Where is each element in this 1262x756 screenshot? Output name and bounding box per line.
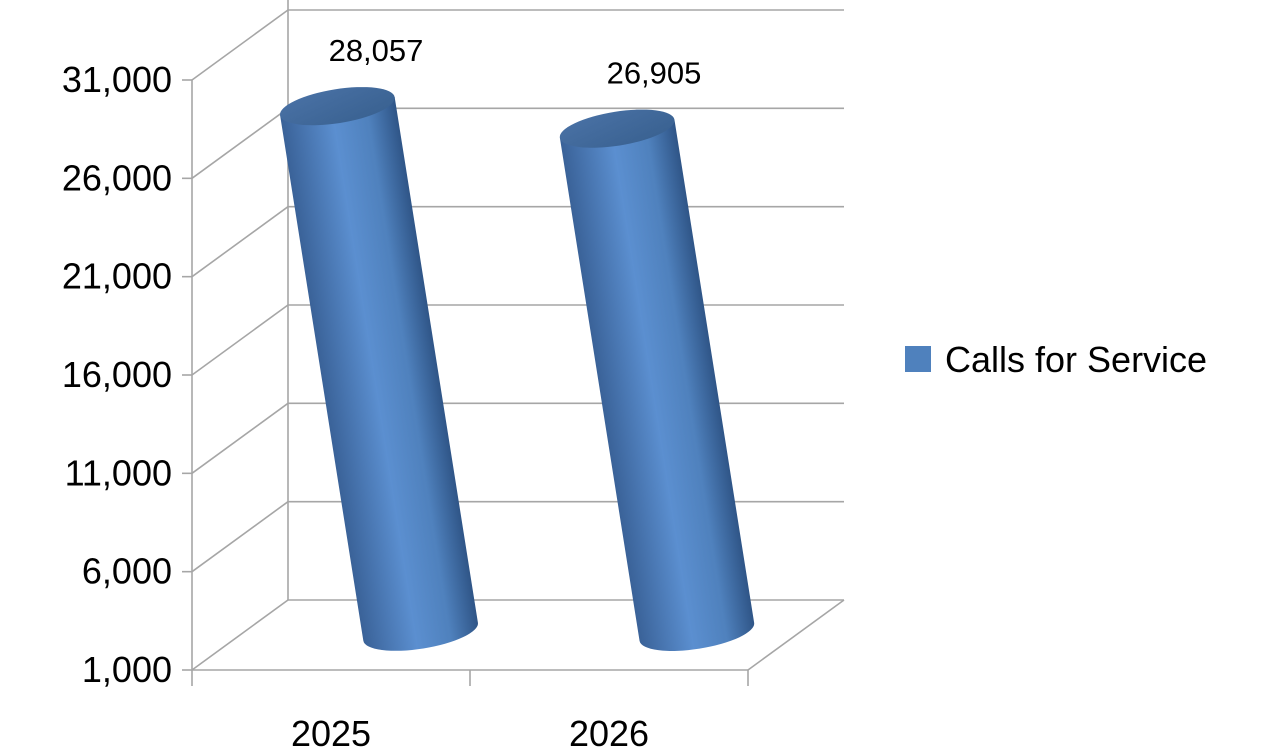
data-labels: 28,057 26,905 xyxy=(329,33,702,91)
side-gridline xyxy=(191,501,289,573)
x-axis: 2025 2026 xyxy=(191,670,749,754)
side-gridline xyxy=(191,402,289,474)
y-axis: 1,000 6,000 11,000 16,000 21,000 26,000 31,000 xyxy=(62,59,192,690)
data-label: 26,905 xyxy=(607,56,702,91)
side-gridline xyxy=(191,107,289,179)
x-tick-label: 2026 xyxy=(569,713,649,754)
bar-body xyxy=(559,119,755,651)
x-tick-label: 2025 xyxy=(291,713,371,754)
legend-swatch xyxy=(905,346,931,372)
y-tick-label: 11,000 xyxy=(65,452,172,493)
y-tick-label: 1,000 xyxy=(82,649,172,690)
side-gridline xyxy=(191,304,289,376)
data-label: 28,057 xyxy=(329,33,424,68)
bar-top xyxy=(559,109,675,148)
y-tick-label: 21,000 xyxy=(62,256,172,297)
y-tick-label: 31,000 xyxy=(62,59,172,100)
y-tick-label: 26,000 xyxy=(62,157,172,198)
bars xyxy=(280,87,755,651)
side-gridline xyxy=(191,206,289,278)
bar-top xyxy=(280,87,395,126)
legend-label: Calls for Service xyxy=(945,339,1207,380)
side-gridline xyxy=(191,9,289,81)
axes xyxy=(191,0,845,671)
legend: Calls for Service xyxy=(905,339,1207,380)
bar-body xyxy=(280,97,478,651)
side-gridline xyxy=(191,599,289,671)
gridlines xyxy=(191,9,844,671)
y-tick-label: 16,000 xyxy=(62,354,172,395)
bar-2026 xyxy=(559,109,755,651)
y-tick-label: 6,000 xyxy=(82,551,172,592)
floor-edge xyxy=(747,599,845,671)
bar-2025 xyxy=(280,87,478,651)
